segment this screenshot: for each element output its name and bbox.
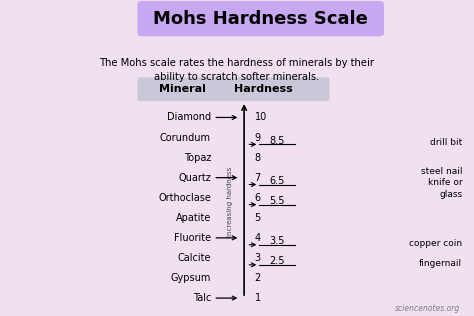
Text: Calcite: Calcite <box>177 253 211 263</box>
Text: Mohs Hardness Scale: Mohs Hardness Scale <box>153 10 368 27</box>
Text: Fluorite: Fluorite <box>174 233 211 243</box>
Text: Hardness: Hardness <box>234 84 292 94</box>
Text: sciencenotes.org: sciencenotes.org <box>394 304 460 313</box>
Text: Diamond: Diamond <box>167 112 211 123</box>
Text: Topaz: Topaz <box>183 153 211 163</box>
Text: 8: 8 <box>255 153 261 163</box>
Text: 1: 1 <box>255 293 261 303</box>
Text: 4: 4 <box>255 233 261 243</box>
Text: 6: 6 <box>255 193 261 203</box>
Text: Quartz: Quartz <box>178 173 211 183</box>
Text: Apatite: Apatite <box>175 213 211 223</box>
Text: drill bit: drill bit <box>430 138 462 147</box>
Text: Orthoclase: Orthoclase <box>158 193 211 203</box>
Text: increasing hardness: increasing hardness <box>227 167 233 237</box>
Text: Talc: Talc <box>192 293 211 303</box>
Text: Mineral: Mineral <box>159 84 206 94</box>
Text: 5.5: 5.5 <box>270 196 285 206</box>
Text: 3.5: 3.5 <box>270 236 285 246</box>
Text: 7: 7 <box>255 173 261 183</box>
Text: Corundum: Corundum <box>160 132 211 143</box>
Text: 2.5: 2.5 <box>270 256 285 266</box>
Text: copper coin: copper coin <box>409 239 462 248</box>
Text: The Mohs scale rates the hardness of minerals by their
ability to scratch softer: The Mohs scale rates the hardness of min… <box>100 58 374 82</box>
Text: fingernail: fingernail <box>419 259 462 268</box>
Text: 9: 9 <box>255 132 261 143</box>
Text: Gypsum: Gypsum <box>171 273 211 283</box>
Text: 2: 2 <box>255 273 261 283</box>
Text: steel nail
knife or
glass: steel nail knife or glass <box>420 167 462 198</box>
Text: 8.5: 8.5 <box>270 136 285 146</box>
FancyBboxPatch shape <box>137 77 329 101</box>
Text: 5: 5 <box>255 213 261 223</box>
Text: 10: 10 <box>255 112 267 123</box>
Text: 3: 3 <box>255 253 261 263</box>
Text: 6.5: 6.5 <box>270 176 285 186</box>
FancyBboxPatch shape <box>137 1 384 36</box>
